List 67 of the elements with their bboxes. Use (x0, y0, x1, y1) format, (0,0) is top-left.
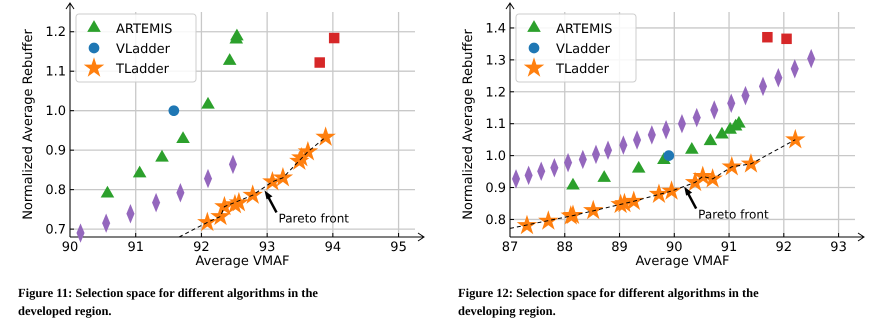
point (100, 186, 114, 198)
point (661, 180, 682, 200)
point (785, 128, 806, 148)
y-axis-title: Normalized Average Rebuffer (21, 28, 36, 220)
point (228, 192, 250, 212)
y-tick-label: 1.0 (485, 149, 506, 164)
point (315, 126, 336, 146)
point (298, 140, 318, 160)
x-tick-label: 91 (127, 240, 144, 255)
y-tick-label: 1.2 (485, 85, 506, 100)
y-tick-label: 1.0 (45, 104, 66, 120)
y-tick-label: 1.4 (485, 21, 506, 36)
legend-label: ARTEMIS (116, 22, 172, 37)
point (230, 28, 244, 40)
legend-label: TLadder (115, 62, 170, 77)
text: Figure 12: Selection space for different algorithms in the developing region. (458, 286, 760, 318)
y-tick-label: 1.3 (485, 53, 506, 68)
point (176, 131, 190, 144)
y-tick-label: 1.1 (45, 64, 66, 80)
point (781, 34, 792, 44)
x-tick-label: 89 (611, 240, 628, 255)
legend-label: VLadder (556, 42, 611, 57)
y-tick-label: 0.8 (45, 183, 66, 198)
y-tick-label: 0.7 (45, 222, 66, 238)
point (685, 142, 699, 154)
point (538, 210, 559, 230)
x-tick-label: 95 (390, 240, 407, 255)
x-tick-label: 90 (666, 240, 683, 255)
x-tick-label: 91 (720, 240, 738, 255)
x-axis-title: Average VMAF (636, 254, 730, 269)
x-tick-label: 93 (830, 240, 847, 255)
point (722, 156, 742, 176)
point (663, 150, 674, 161)
x-tick-label: 87 (502, 240, 518, 255)
y-tick-label: 1.2 (45, 25, 66, 40)
point (132, 166, 146, 178)
annotation: Pareto front (698, 208, 769, 222)
annotation: Pareto front (278, 211, 350, 226)
text: Figure 11: Selection space for different algorithms in the developed region. (18, 286, 318, 318)
legend-label: ARTEMIS (556, 22, 612, 37)
legend-label: VLadder (116, 42, 171, 57)
point (242, 184, 263, 204)
y-axis-title: Normalized Average Rebuffer (461, 28, 476, 220)
x-axis-title: Average VMAF (196, 254, 290, 269)
point (632, 160, 646, 173)
x-tick-label: 93 (258, 240, 276, 255)
point (597, 170, 611, 182)
x-tick-label: 94 (324, 240, 342, 255)
point (272, 167, 294, 186)
x-tick-label: 92 (776, 240, 792, 255)
y-tick-label: 0.8 (485, 212, 506, 228)
y-tick-label: 1.1 (485, 117, 506, 132)
point (762, 32, 773, 42)
point (201, 96, 215, 109)
y-tick-label: 0.9 (485, 181, 506, 196)
x-tick-label: 90 (62, 240, 78, 255)
point (566, 178, 580, 190)
x-tick-label: 88 (556, 240, 574, 255)
point (155, 150, 169, 162)
legend-label: TLadder (555, 62, 610, 77)
y-tick-label: 0.9 (45, 144, 66, 159)
point (740, 153, 762, 173)
point (516, 214, 538, 234)
x-tick-label: 92 (193, 240, 210, 255)
point (222, 53, 236, 65)
point (583, 200, 604, 220)
point (197, 212, 218, 232)
